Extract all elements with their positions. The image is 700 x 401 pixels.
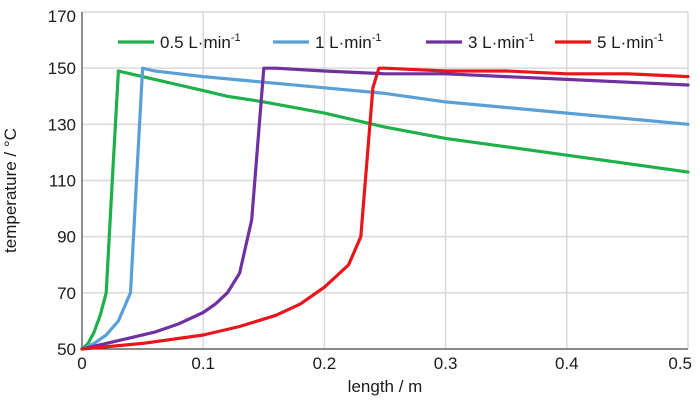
x-tick-label: 0.4 <box>555 354 579 373</box>
y-tick-label: 170 <box>48 7 76 26</box>
grid <box>82 11 689 349</box>
legend: 0.5 L·min-1 1 L·min-1 3 L·min-1 5 L·min-1 <box>118 32 663 52</box>
y-tick-label: 70 <box>57 284 76 303</box>
y-tick-label: 130 <box>48 115 76 134</box>
legend-label: 1 L·min-1 <box>315 32 381 52</box>
legend-item-3: 3 L·min-1 <box>426 32 534 52</box>
y-tick-label: 50 <box>57 340 76 359</box>
x-tick-label: 0.5 <box>668 354 692 373</box>
tick-labels: 0 0.1 0.2 0.3 0.4 0.5 50 70 90 110 130 150 170 <box>48 7 692 373</box>
legend-label: 5 L·min-1 <box>597 32 663 52</box>
series-group <box>80 66 690 351</box>
x-tick-label: 0.3 <box>434 354 458 373</box>
legend-item-4: 5 L·min-1 <box>555 32 663 52</box>
series-line-2 <box>80 66 690 351</box>
series-line-4 <box>80 66 690 351</box>
x-tick-label: 0.1 <box>191 354 215 373</box>
y-axis-title: temperature / °C <box>1 128 20 253</box>
y-tick-label: 150 <box>48 59 76 78</box>
legend-item-2: 1 L·min-1 <box>273 32 381 52</box>
y-tick-label: 110 <box>49 172 76 191</box>
x-axis-title: length / m <box>348 377 423 396</box>
legend-item-1: 0.5 L·min-1 <box>118 32 241 52</box>
x-tick-label: 0.2 <box>313 354 337 373</box>
axes <box>81 12 688 350</box>
y-tick-label: 90 <box>57 228 76 247</box>
legend-label: 0.5 L·min-1 <box>160 32 241 52</box>
series-line-1 <box>80 69 690 351</box>
x-tick-label: 0 <box>77 354 86 373</box>
series-line-3 <box>80 66 690 351</box>
legend-label: 3 L·min-1 <box>468 32 534 52</box>
